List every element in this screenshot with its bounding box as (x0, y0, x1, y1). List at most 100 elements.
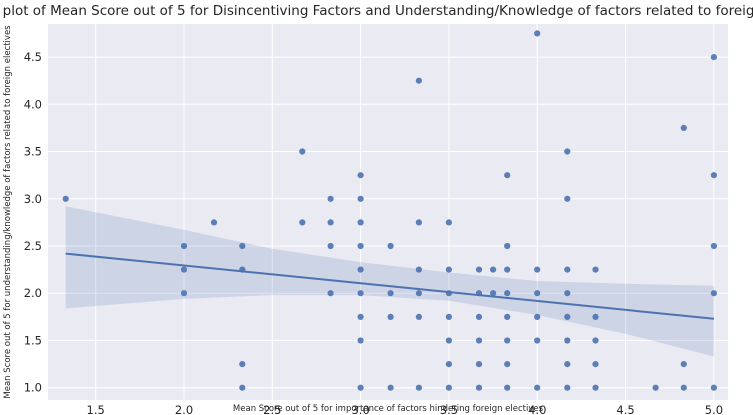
scatter-point (239, 384, 246, 391)
scatter-point (504, 242, 511, 250)
scatter-point (415, 266, 422, 273)
scatter-point (357, 337, 364, 344)
scatter-point (180, 266, 188, 273)
scatter-point (652, 384, 659, 391)
scatter-point (592, 337, 599, 344)
scatter-point (475, 337, 483, 344)
scatter-point (415, 219, 422, 226)
scatter-point (504, 361, 511, 368)
confidence-band (65, 206, 714, 357)
scatter-point (357, 195, 364, 202)
scatter-point (475, 384, 483, 391)
scatter-points (62, 30, 718, 391)
scatter-point (445, 266, 452, 273)
x-tick-labels: 1.5 2.0 2.5 3.0 3.5 4.0 4.5 5.0 (87, 403, 723, 415)
scatter-point (180, 290, 188, 297)
y-tick-label: 4.5 (24, 50, 42, 64)
chart-title: Regression plot of Mean Score out of 5 f… (0, 3, 753, 19)
scatter-point (445, 384, 452, 391)
x-tick-label: 3.5 (440, 403, 458, 415)
x-tick-label: 5.0 (705, 403, 723, 415)
y-tick-label: 1.5 (24, 333, 42, 347)
scatter-point (680, 124, 687, 131)
scatter-point (504, 337, 511, 344)
scatter-point (504, 384, 511, 391)
y-tick-label: 4.0 (24, 97, 42, 111)
scatter-point (564, 313, 571, 320)
x-axis-label: Mean Score out of 5 for importance of fa… (233, 404, 544, 414)
scatter-point (415, 77, 422, 84)
scatter-point (387, 384, 394, 391)
scatter-point (534, 266, 541, 273)
scatter-point (357, 172, 364, 179)
scatter-point (710, 290, 718, 297)
y-tick-label: 2.5 (24, 239, 42, 253)
scatter-point (387, 242, 394, 250)
x-tick-label: 1.5 (87, 403, 105, 415)
scatter-point (327, 219, 334, 226)
scatter-point (357, 242, 364, 250)
scatter-point (504, 172, 511, 179)
scatter-point (490, 290, 497, 297)
scatter-point (490, 266, 497, 273)
x-tick-label: 2.0 (175, 403, 193, 415)
scatter-point (710, 54, 718, 61)
scatter-point (534, 30, 541, 37)
x-tick-label: 3.0 (351, 403, 369, 415)
scatter-point (592, 384, 599, 391)
scatter-point (327, 290, 334, 297)
y-tick-label: 2.0 (24, 286, 42, 300)
scatter-point (680, 361, 687, 368)
scatter-point (62, 195, 69, 202)
scatter-point (357, 266, 364, 273)
scatter-point (564, 148, 571, 155)
scatter-point (534, 313, 541, 320)
scatter-point (445, 313, 452, 320)
scatter-point (592, 313, 599, 320)
scatter-point (357, 384, 364, 391)
scatter-point (415, 313, 422, 320)
plot-background (48, 24, 728, 400)
scatter-point (180, 242, 188, 250)
y-axis-label: Mean Score out of 5 for understanding/kn… (3, 25, 13, 399)
scatter-point (299, 148, 306, 155)
scatter-point (210, 219, 218, 226)
scatter-point (445, 337, 452, 344)
scatter-point (680, 384, 687, 391)
scatter-point (564, 384, 571, 391)
scatter-point (710, 172, 718, 179)
regression-line (65, 252, 714, 320)
scatter-point (387, 313, 394, 320)
scatter-point (415, 290, 422, 297)
scatter-point (239, 242, 246, 250)
scatter-point (475, 313, 483, 320)
y-tick-labels: 1.0 1.5 2.0 2.5 3.0 3.5 4.0 4.5 (24, 50, 42, 395)
y-tick-label: 1.0 (24, 381, 42, 395)
scatter-point (534, 337, 541, 344)
scatter-point (239, 361, 246, 368)
scatter-point (534, 290, 541, 297)
scatter-point (504, 266, 511, 273)
scatter-point (504, 313, 511, 320)
x-tick-label: 2.5 (263, 403, 281, 415)
x-tick-label: 4.5 (616, 403, 634, 415)
scatter-point (564, 195, 571, 202)
scatter-point (475, 266, 483, 273)
scatter-point (592, 266, 599, 273)
y-tick-label: 3.0 (24, 192, 42, 206)
scatter-point (564, 290, 571, 297)
scatter-point (357, 313, 364, 320)
scatter-point (504, 290, 511, 297)
scatter-point (710, 242, 718, 250)
scatter-point (564, 337, 571, 344)
scatter-point (564, 361, 571, 368)
y-tick-label: 3.5 (24, 145, 42, 159)
scatter-point (710, 384, 718, 391)
scatter-point (357, 290, 364, 297)
scatter-point (387, 290, 394, 297)
scatter-point (299, 219, 306, 226)
scatter-point (415, 384, 422, 391)
scatter-point (357, 219, 364, 226)
x-tick-label: 4.0 (528, 403, 546, 415)
